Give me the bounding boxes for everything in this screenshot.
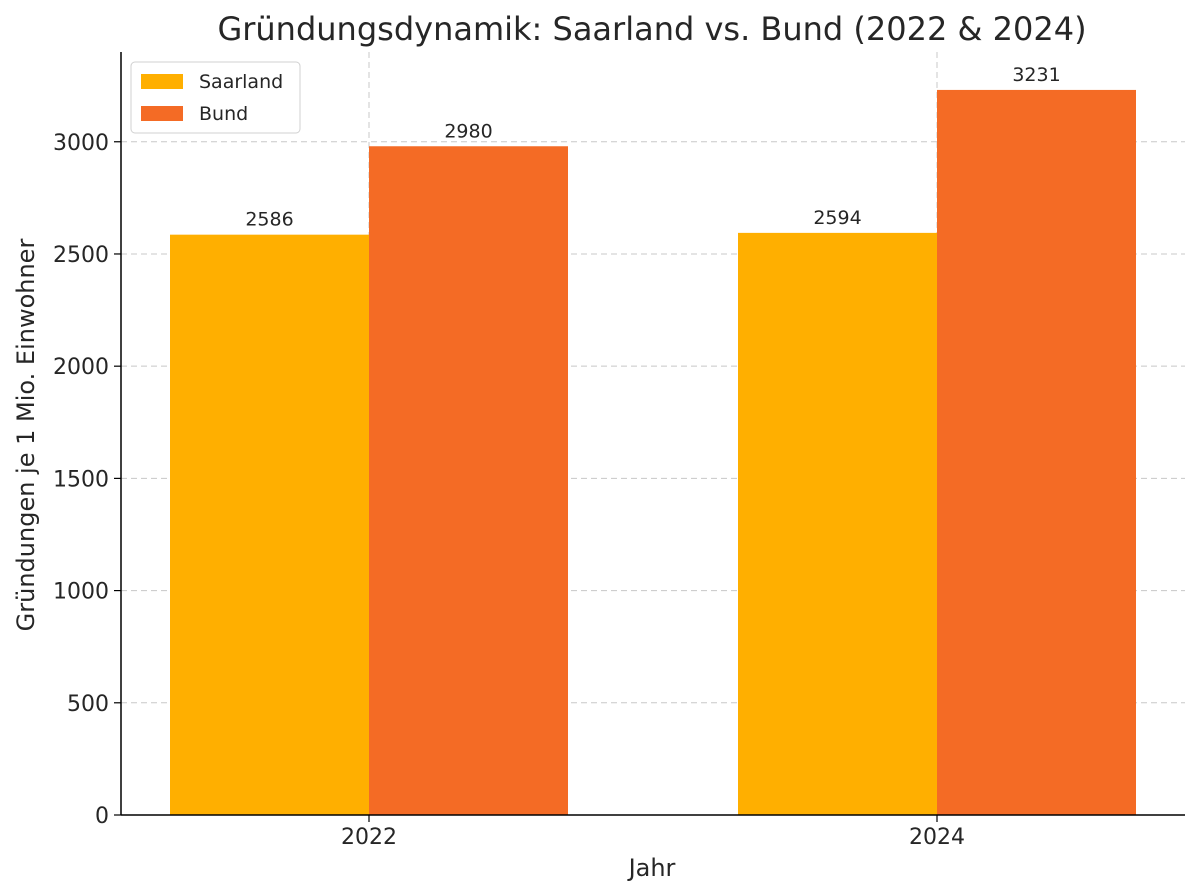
data-label: 2980 bbox=[444, 120, 492, 142]
bars bbox=[170, 89, 1136, 816]
x-axis-label: Jahr bbox=[627, 854, 676, 882]
y-axis-label: Gründungen je 1 Mio. Einwohner bbox=[12, 239, 40, 632]
data-labels: 2586 2980 2594 3231 bbox=[245, 64, 1060, 231]
legend: Saarland Bund bbox=[130, 61, 301, 134]
y-tick-label: 500 bbox=[67, 692, 109, 717]
legend-label-bund: Bund bbox=[199, 103, 248, 125]
y-tick-label: 1500 bbox=[53, 467, 109, 492]
legend-label-saarland: Saarland bbox=[199, 71, 283, 93]
y-tick-label: 3000 bbox=[53, 131, 109, 156]
bar-saarland-2022 bbox=[170, 234, 369, 816]
legend-swatch-saarland bbox=[141, 74, 183, 89]
legend-swatch-bund bbox=[141, 106, 183, 121]
bar-bund-2024 bbox=[937, 89, 1136, 815]
y-tick-label: 2500 bbox=[53, 243, 109, 268]
x-tick-label: 2022 bbox=[341, 825, 397, 850]
bar-bund-2022 bbox=[369, 146, 568, 816]
data-label: 2586 bbox=[245, 209, 293, 231]
y-tick-label: 1000 bbox=[53, 580, 109, 605]
bar-saarland-2024 bbox=[738, 232, 937, 816]
y-tick-label: 0 bbox=[95, 804, 109, 829]
data-label: 3231 bbox=[1012, 64, 1060, 86]
y-tick-label: 2000 bbox=[53, 355, 109, 380]
data-label: 2594 bbox=[813, 207, 861, 229]
x-tick-label: 2024 bbox=[909, 825, 965, 850]
chart-title: Gründungsdynamik: Saarland vs. Bund (202… bbox=[217, 10, 1086, 48]
axes: 0 500 1000 1500 2000 2500 3000 2022 2024 bbox=[53, 52, 1185, 850]
